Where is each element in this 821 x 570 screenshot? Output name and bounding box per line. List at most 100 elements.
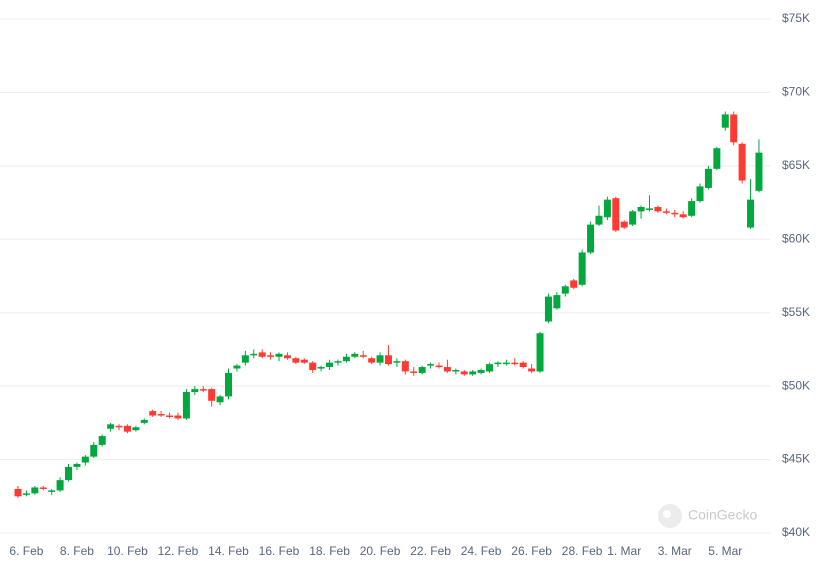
candle [747, 179, 755, 230]
candle-body [747, 199, 755, 228]
candle [452, 368, 460, 375]
candle [544, 293, 552, 323]
candle-body [14, 488, 22, 497]
candle [31, 486, 39, 495]
candle [73, 462, 81, 470]
candle [166, 412, 174, 419]
candle [225, 368, 232, 400]
candle-body [31, 487, 39, 494]
x-tick-label: 16. Feb [259, 544, 300, 558]
candle-body [519, 362, 527, 368]
candle-body [342, 356, 350, 362]
candle-body [561, 286, 569, 294]
candle [14, 486, 22, 498]
candle [511, 358, 519, 366]
candle-body [704, 168, 712, 188]
candle-body [443, 367, 451, 372]
x-tick-label: 26. Feb [511, 544, 552, 558]
candle-body [182, 392, 190, 419]
candle-body [502, 362, 510, 365]
candle [140, 418, 148, 425]
candle-body [679, 214, 687, 218]
candle-body [646, 208, 653, 210]
candle-body [435, 365, 443, 368]
candle-body [191, 389, 199, 393]
candle [713, 146, 721, 171]
candle-body [267, 355, 275, 357]
candle [393, 358, 401, 368]
candle-body [595, 215, 603, 225]
candle-body [721, 114, 729, 128]
candle [300, 358, 308, 365]
y-tick-label: $40K [782, 525, 810, 539]
candle-body [283, 355, 291, 359]
candle-body [587, 224, 595, 253]
candle-body [157, 414, 165, 416]
candle [528, 364, 536, 373]
candle-body [199, 389, 207, 391]
y-tick-label: $60K [782, 231, 810, 245]
candle-body [410, 371, 418, 373]
candle [174, 412, 182, 420]
candle [536, 331, 544, 373]
candle-body [578, 252, 586, 285]
candle-body [511, 362, 519, 365]
candle-body [486, 364, 494, 372]
x-tick-label: 14. Feb [208, 544, 249, 558]
candle-body [334, 361, 342, 363]
candle [502, 359, 510, 366]
candle [56, 477, 64, 492]
candle-body [351, 353, 359, 357]
candle-body [107, 424, 115, 429]
candle [688, 198, 696, 218]
candle-body [359, 355, 367, 357]
candle-body [123, 425, 131, 432]
candle-body [469, 371, 477, 375]
candle [646, 195, 653, 212]
candle-body [258, 352, 266, 357]
candle [283, 352, 291, 360]
candle-body [696, 186, 704, 202]
candle [267, 352, 275, 360]
y-tick-label: $45K [782, 452, 810, 466]
candle [477, 368, 485, 375]
candle [39, 486, 47, 491]
candle [241, 350, 249, 366]
candle [401, 359, 409, 375]
y-tick-label: $50K [782, 378, 810, 392]
candle-body [98, 436, 106, 445]
candle-body [56, 480, 64, 491]
x-tick-label: 18. Feb [309, 544, 350, 558]
x-tick-label: 10. Feb [107, 544, 148, 558]
candle [132, 425, 140, 432]
candle [696, 183, 704, 203]
y-tick-label: $65K [782, 158, 810, 172]
candle [620, 220, 628, 230]
candle-body [460, 371, 468, 375]
candle [671, 209, 679, 218]
candle-body [477, 369, 485, 373]
candle [595, 205, 603, 227]
y-tick-label: $75K [782, 11, 810, 25]
candle [418, 365, 426, 375]
candle [553, 292, 561, 310]
candle [182, 389, 190, 420]
candle-body [376, 355, 384, 363]
candle [460, 369, 468, 376]
candle [81, 455, 89, 466]
candle [519, 361, 527, 369]
candle [309, 361, 317, 373]
candle [578, 249, 586, 287]
candle [351, 352, 359, 359]
candle-body [612, 198, 620, 231]
candle-body [730, 114, 738, 143]
candle [738, 142, 746, 184]
candle [368, 356, 376, 365]
candle-body [208, 389, 216, 401]
x-tick-label: 5. Mar [708, 544, 742, 558]
candle [654, 205, 662, 213]
candle [410, 367, 418, 376]
candle [317, 365, 325, 372]
candle-body [233, 365, 241, 369]
plot: $40K $45K $50K $55K $60K $65K $70K $75K 6. Feb 8.… [0, 11, 810, 558]
